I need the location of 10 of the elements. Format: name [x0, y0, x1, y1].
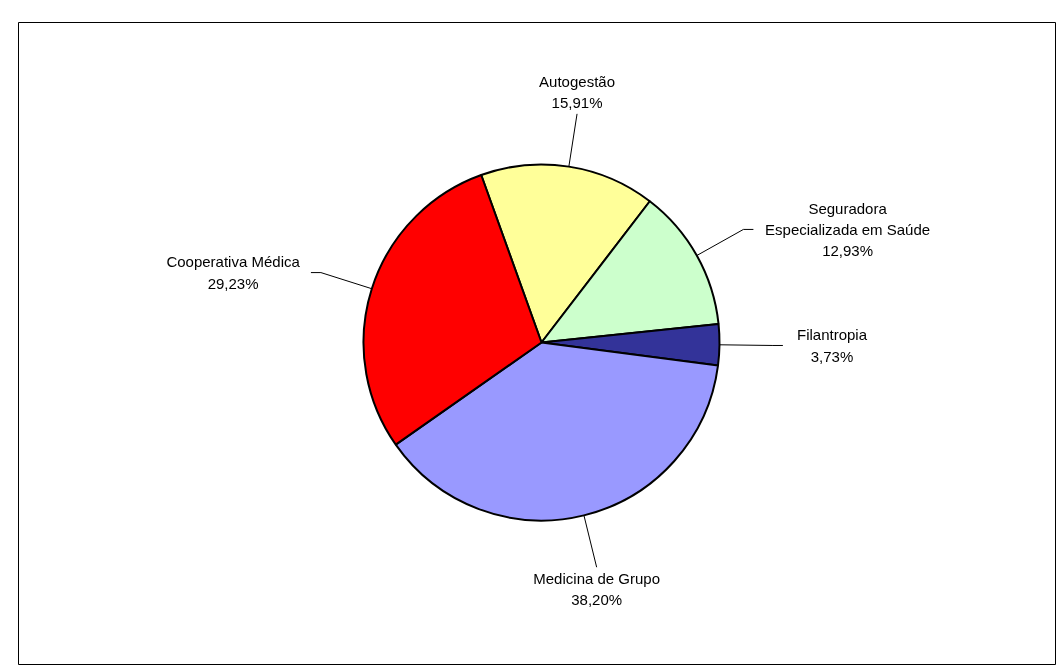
- slice-label: Medicina de Grupo: [533, 570, 661, 588]
- data-label: 29,23%: [207, 274, 259, 292]
- data-label: 3,73%: [810, 347, 854, 365]
- slice-label: Seguradora Especializada em Saúde: [765, 199, 931, 238]
- data-label: 15,91%: [551, 93, 603, 111]
- slice-label: Filantropia: [796, 326, 868, 344]
- slice-label: Cooperativa Médica: [166, 253, 301, 271]
- data-label: 38,20%: [571, 591, 623, 609]
- data-label: 12,93%: [822, 242, 874, 260]
- slice-label: Autogestão: [539, 72, 616, 90]
